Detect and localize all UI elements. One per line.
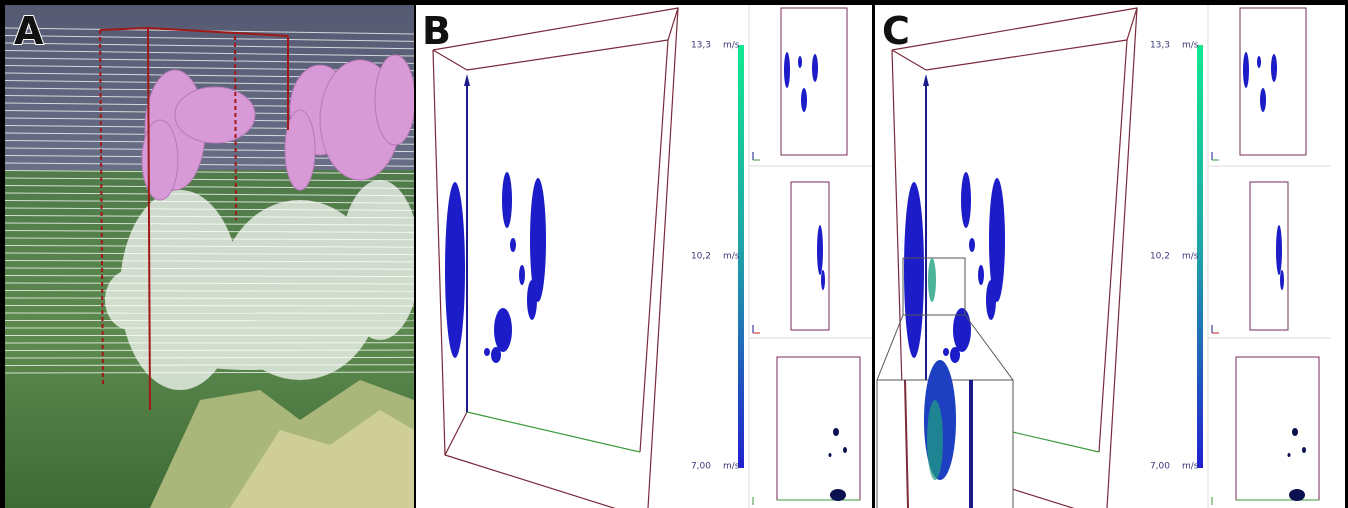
- panel-content: 13,3 m/s 10,2 m/s 7,00 m/s: [416, 5, 872, 508]
- blob: [784, 52, 790, 88]
- blob: [1243, 52, 1249, 88]
- blob: [1292, 428, 1298, 436]
- blob: [1302, 447, 1306, 453]
- colorbar-value: 7,00: [1150, 462, 1170, 472]
- blob: [950, 347, 960, 363]
- blob: [801, 88, 807, 112]
- colorbar-value: 13,3: [1150, 41, 1170, 51]
- cloud: [375, 55, 415, 145]
- colorbar-unit: m/s: [723, 41, 740, 51]
- blob: [502, 172, 512, 228]
- blob: [978, 265, 984, 285]
- blob: [519, 265, 525, 285]
- panel-label: A: [14, 9, 44, 53]
- cloud: [105, 270, 155, 330]
- blob: [491, 347, 501, 363]
- panel-b: 13,3 m/s 10,2 m/s 7,00 m/s: [416, 5, 872, 508]
- blob: [1260, 88, 1266, 112]
- panel-label: B: [422, 9, 451, 53]
- panel-a: [5, 5, 420, 508]
- blob: [830, 489, 846, 501]
- blob: [986, 280, 996, 320]
- blob: [798, 56, 802, 68]
- colorbar-value: 7,00: [691, 462, 711, 472]
- blob: [969, 238, 975, 252]
- colorbar-unit: m/s: [723, 462, 740, 472]
- cloud: [175, 87, 255, 143]
- blob: [928, 258, 936, 302]
- blob: [943, 348, 949, 356]
- cloud: [285, 110, 315, 190]
- blob: [1288, 453, 1291, 457]
- inset-blob: [927, 400, 943, 480]
- panel-label: C: [882, 9, 910, 53]
- figure: 13,3 m/s 10,2 m/s 7,00 m/s: [0, 0, 1348, 508]
- colorbar-unit: m/s: [1182, 462, 1199, 472]
- blob: [843, 447, 847, 453]
- blob: [1289, 489, 1305, 501]
- blob: [961, 172, 971, 228]
- colorbar-unit: m/s: [1182, 41, 1199, 51]
- blob: [829, 453, 832, 457]
- blob: [1280, 270, 1284, 290]
- blob: [527, 280, 537, 320]
- body: {"panels":[ {"label":"A"}, {"label":"B",…: [0, 0, 1348, 508]
- colorbar-value: 13,3: [691, 41, 711, 51]
- colorbar-unit: m/s: [723, 252, 740, 262]
- blob: [812, 54, 818, 82]
- blob: [821, 270, 825, 290]
- blob: [1257, 56, 1261, 68]
- blob: [1271, 54, 1277, 82]
- background: [416, 5, 872, 508]
- blob: [904, 182, 924, 358]
- blob: [494, 308, 512, 352]
- panel-c: 13,3 m/s 10,2 m/s 7,00 m/s: [875, 5, 1345, 508]
- blob: [445, 182, 465, 358]
- background-extension: [1331, 5, 1345, 508]
- blob: [833, 428, 839, 436]
- blob: [510, 238, 516, 252]
- colorbar-unit: m/s: [1182, 252, 1199, 262]
- blob: [484, 348, 490, 356]
- page: html,body{margin:0;padding:0;background:…: [0, 0, 1348, 508]
- blob: [817, 225, 823, 275]
- colorbar-value: 10,2: [1150, 252, 1170, 262]
- cloud: [142, 120, 178, 200]
- colorbar-value: 10,2: [691, 252, 711, 262]
- cloud: [130, 290, 370, 370]
- blob: [1276, 225, 1282, 275]
